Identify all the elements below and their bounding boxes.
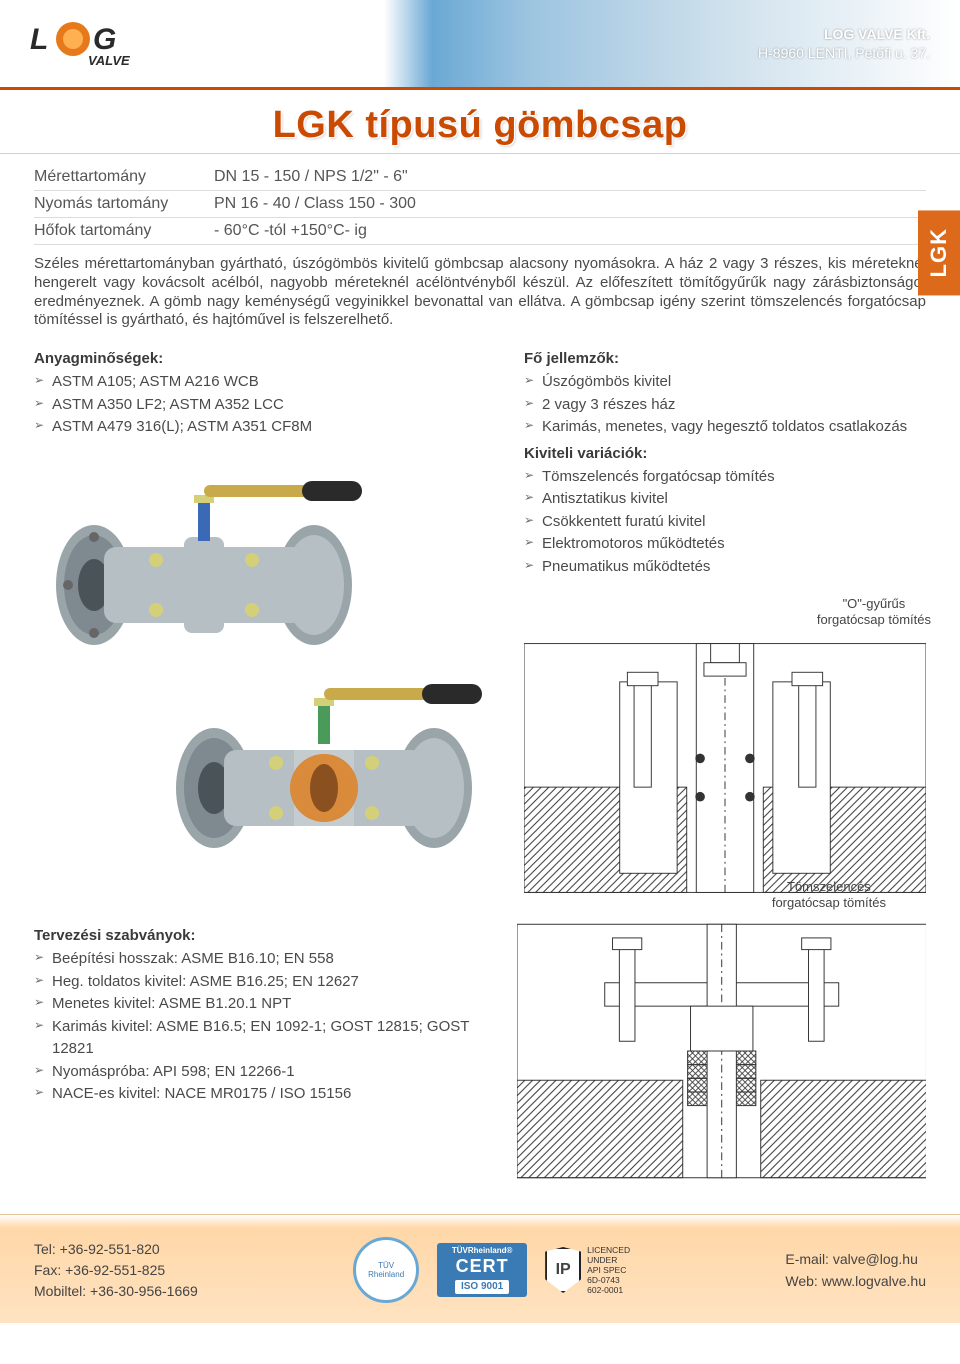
page-footer: Tel: +36-92-551-820 Fax: +36-92-551-825 …: [0, 1214, 960, 1323]
company-name: LOG VALVE Kft.: [758, 25, 930, 43]
list-item: ASTM A479 316(L); ASTM A351 CF8M: [34, 416, 494, 439]
variants-heading: Kiviteli variációk:: [524, 445, 926, 462]
main-content: Mérettartomány DN 15 - 150 / NPS 1/2" - …: [0, 154, 960, 1184]
materials-list: ASTM A105; ASTM A216 WCB ASTM A350 LF2; …: [34, 371, 494, 439]
list-item: Beépítési hosszak: ASME B16.10; EN 558: [34, 948, 487, 971]
list-item: ASTM A350 LF2; ASTM A352 LCC: [34, 394, 494, 417]
list-item: Karimás, menetes, vagy hegesztő toldatos…: [524, 416, 926, 439]
api-shield-icon: IP: [545, 1247, 581, 1293]
footer-contacts-right: E-mail: valve@log.hu Web: www.logvalve.h…: [785, 1248, 926, 1293]
page-title: LGK típusú gömbcsap: [0, 104, 960, 147]
api-text: LICENCED UNDER API SPEC 6D-0743 602-0001: [587, 1245, 630, 1296]
list-item: NACE-es kivitel: NACE MR0175 / ISO 15156: [34, 1083, 487, 1106]
company-addr-line: H-8960 LENTI, Petőfi u. 37.: [758, 44, 930, 62]
spec-row: Mérettartomány DN 15 - 150 / NPS 1/2" - …: [34, 168, 926, 186]
tuv-ring-icon: TÜVRheinland: [353, 1237, 419, 1303]
materials-heading: Anyagminőségek:: [34, 350, 494, 367]
spec-label: Mérettartomány: [34, 168, 214, 186]
features-heading: Fő jellemzők:: [524, 350, 926, 367]
logo-icon: L G VALVE: [30, 19, 160, 69]
description-text: Széles mérettartományban gyártható, úszó…: [34, 255, 926, 330]
list-item: Antisztatikus kivitel: [524, 488, 926, 511]
list-item: Tömszelencés forgatócsap tömítés: [524, 466, 926, 489]
page-header: L G VALVE LOG VALVE Kft. H-8960 LENTI, P…: [0, 0, 960, 90]
features-column: Fő jellemzők: Úszógömbös kivitel 2 vagy …: [524, 344, 926, 901]
footer-contacts-left: Tel: +36-92-551-820 Fax: +36-92-551-825 …: [34, 1239, 198, 1302]
list-item: Pneumatikus működtetés: [524, 556, 926, 579]
features-list: Úszógömbös kivitel 2 vagy 3 részes ház K…: [524, 371, 926, 439]
svg-text:VALVE: VALVE: [88, 53, 130, 68]
footer-email: E-mail: valve@log.hu: [785, 1248, 926, 1270]
standards-column: Tervezési szabványok: Beépítési hosszak:…: [34, 921, 487, 1184]
list-item: Karimás kivitel: ASME B16.5; EN 1092-1; …: [34, 1016, 487, 1061]
valve-render-1: [34, 445, 374, 675]
cert-badge: TÜVRheinland® CERT ISO 9001: [437, 1243, 527, 1297]
footer-fax: Fax: +36-92-551-825: [34, 1260, 198, 1281]
variants-list: Tömszelencés forgatócsap tömítés Antiszt…: [524, 466, 926, 579]
spec-value: DN 15 - 150 / NPS 1/2" - 6": [214, 168, 408, 186]
list-item: Csökkentett furatú kivitel: [524, 511, 926, 534]
spec-label: Nyomás tartomány: [34, 195, 214, 213]
spec-label: Hőfok tartomány: [34, 222, 214, 240]
svg-text:L: L: [30, 23, 48, 56]
list-item: Úszógömbös kivitel: [524, 371, 926, 394]
logo: L G VALVE: [30, 19, 160, 69]
diagram-label-oring: "O"-gyűrűs forgatócsap tömítés: [817, 596, 931, 627]
footer-tel: Tel: +36-92-551-820: [34, 1239, 198, 1260]
diagram-label-packing: Tömszelencés forgatócsap tömítés: [772, 879, 886, 910]
standards-heading: Tervezési szabványok:: [34, 927, 487, 944]
spec-row: Hőfok tartomány - 60°C -tól +150°C- ig: [34, 222, 926, 240]
svg-text:G: G: [93, 23, 116, 56]
spec-row: Nyomás tartomány PN 16 - 40 / Class 150 …: [34, 195, 926, 213]
list-item: ASTM A105; ASTM A216 WCB: [34, 371, 494, 394]
api-badge: IP LICENCED UNDER API SPEC 6D-0743 602-0…: [545, 1245, 630, 1296]
technical-diagram-packing: [517, 921, 926, 1181]
spec-value: - 60°C -tól +150°C- ig: [214, 222, 367, 240]
standards-list: Beépítési hosszak: ASME B16.10; EN 558 H…: [34, 948, 487, 1106]
list-item: Menetes kivitel: ASME B1.20.1 NPT: [34, 993, 487, 1016]
footer-web: Web: www.logvalve.hu: [785, 1270, 926, 1292]
list-item: Heg. toldatos kivitel: ASME B16.25; EN 1…: [34, 971, 487, 994]
footer-certifications: TÜVRheinland TÜVRheinland® CERT ISO 9001…: [353, 1237, 630, 1303]
spec-value: PN 16 - 40 / Class 150 - 300: [214, 195, 416, 213]
side-tab: LGK: [918, 210, 960, 295]
footer-mobile: Mobiltel: +36-30-956-1669: [34, 1281, 198, 1302]
list-item: Elektromotoros működtetés: [524, 533, 926, 556]
materials-column: Anyagminőségek: ASTM A105; ASTM A216 WCB…: [34, 344, 494, 901]
list-item: Nyomáspróba: API 598; EN 12266-1: [34, 1061, 487, 1084]
title-bar: LGK típusú gömbcsap: [0, 90, 960, 154]
valve-render-2-cutaway: [154, 648, 494, 878]
list-item: 2 vagy 3 részes ház: [524, 394, 926, 417]
diagram-packing-column: Tömszelencés forgatócsap tömítés: [517, 921, 926, 1184]
company-address: LOG VALVE Kft. H-8960 LENTI, Petőfi u. 3…: [758, 25, 930, 61]
technical-diagram-oring: [524, 638, 926, 898]
